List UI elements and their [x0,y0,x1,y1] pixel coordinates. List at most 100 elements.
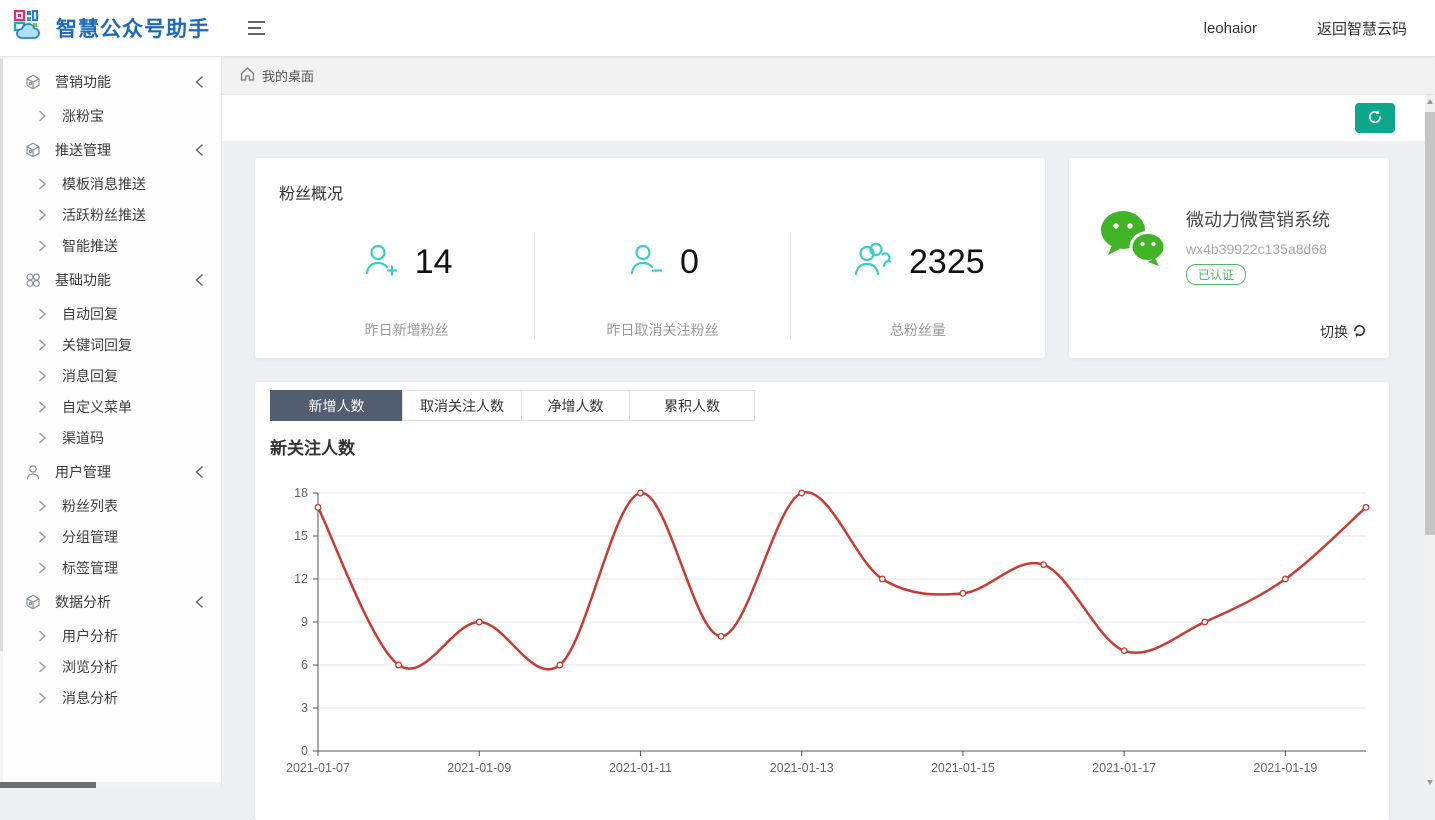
sidebar-item[interactable]: 自定义菜单 [0,391,221,422]
sidebar-group-header[interactable]: 用户管理 [0,453,221,490]
svg-text:12: 12 [294,572,308,586]
chevron-right-icon [38,531,47,543]
sidebar-item[interactable]: 涨粉宝 [0,100,221,131]
svg-text:2021-01-19: 2021-01-19 [1253,761,1317,775]
sidebar-toggle-button[interactable] [242,15,271,41]
sidebar-group-header[interactable]: 营销功能 [0,63,221,100]
chevron-right-icon [38,308,47,320]
sidebar-item-label: 模板消息推送 [62,175,146,192]
sidebar-item[interactable]: 智能推送 [0,230,221,261]
svg-text:2021-01-13: 2021-01-13 [770,761,834,775]
chevron-right-icon [38,661,47,673]
user-plus-icon [361,240,401,285]
sidebar-item[interactable]: 渠道码 [0,422,221,453]
cube-icon [24,593,42,611]
sidebar-item-label: 关键词回复 [62,336,132,353]
sidebar-item[interactable]: 标签管理 [0,552,221,583]
sidebar-item-label: 消息分析 [62,689,118,706]
sidebar-item-label: 标签管理 [62,559,118,576]
sidebar-item[interactable]: 消息回复 [0,360,221,391]
refresh-icon [1367,109,1383,128]
sidebar-item[interactable]: 用户分析 [0,620,221,651]
sidebar-item-label: 用户分析 [62,627,118,644]
sidebar-horizontal-scrollbar-thumb[interactable] [0,782,96,788]
sidebar-item[interactable]: 浏览分析 [0,651,221,682]
svg-text:2021-01-07: 2021-01-07 [286,761,350,775]
scrollbar-up-arrow[interactable] [1425,95,1435,107]
chevron-right-icon [38,500,47,512]
chevron-right-icon [38,209,47,221]
sidebar-group-label: 营销功能 [55,73,111,90]
toolbar [222,95,1435,141]
stat-value: 0 [680,242,699,281]
sidebar-item[interactable]: 粉丝列表 [0,490,221,521]
sidebar-item[interactable]: 活跃粉丝推送 [0,199,221,230]
sidebar-item[interactable]: 自动回复 [0,298,221,329]
username[interactable]: leohaior [1203,19,1257,37]
chevron-right-icon [38,432,47,444]
sidebar-item-label: 智能推送 [62,237,118,254]
sidebar-vertical-scrollbar[interactable] [0,57,3,788]
switch-account-button[interactable]: 切换 [1320,322,1367,342]
sidebar-item[interactable]: 分组管理 [0,521,221,552]
sidebar-group-header[interactable]: 推送管理 [0,131,221,168]
chart-tabs: 新增人数 取消关注人数 净增人数 累积人数 [270,390,1389,421]
back-to-cloud-link[interactable]: 返回智慧云码 [1316,20,1407,38]
tab-total-cumulative[interactable]: 累积人数 [629,390,755,421]
svg-text:0: 0 [301,744,308,758]
sidebar-item[interactable]: 消息分析 [0,682,221,713]
stat-label: 昨日新增粉丝 [364,322,449,338]
sidebar-item-label: 自定义菜单 [62,398,132,415]
collapse-chevron-icon [193,465,205,479]
collapse-chevron-icon [193,595,205,609]
refresh-button[interactable] [1355,103,1395,133]
sidebar-item-label: 浏览分析 [62,658,118,675]
breadcrumb[interactable]: 我的桌面 [240,66,314,85]
chevron-right-icon [38,339,47,351]
svg-text:18: 18 [294,486,308,500]
sidebar: 营销功能涨粉宝推送管理模板消息推送活跃粉丝推送智能推送基础功能自动回复关键词回复… [0,57,222,788]
page-vertical-scrollbar[interactable] [1425,95,1435,788]
sidebar-item-label: 消息回复 [62,367,118,384]
sidebar-group-label: 推送管理 [55,141,111,158]
sidebar-item-label: 粉丝列表 [62,497,118,514]
switch-account-label: 切换 [1320,324,1348,340]
sidebar-group-label: 用户管理 [55,463,111,480]
stat: 2325 总粉丝量 [789,232,1045,340]
tab-new-followers[interactable]: 新增人数 [270,390,403,421]
sidebar-horizontal-scrollbar[interactable] [0,782,221,788]
chevron-right-icon [38,240,47,252]
sidebar-group-header[interactable]: 数据分析 [0,583,221,620]
sidebar-vertical-scrollbar-thumb[interactable] [0,59,3,651]
cube-icon [24,141,42,159]
sidebar-group-label: 数据分析 [55,593,111,610]
svg-text:3: 3 [301,701,308,715]
stat: 0 昨日取消关注粉丝 [534,232,789,340]
page-vertical-scrollbar-thumb[interactable] [1425,112,1435,535]
app-logo-text: 智慧公众号助手 [56,18,210,41]
chart-card: 新增人数 取消关注人数 净增人数 累积人数 新关注人数 0 3 6 9 12 15 18 2021-… [255,382,1389,820]
sidebar-item[interactable]: 模板消息推送 [0,168,221,199]
app-header: 智慧公众号助手 leohaior 返回智慧云码 [0,0,1435,57]
switch-icon [1352,323,1367,341]
tab-net-increase[interactable]: 净增人数 [521,390,630,421]
stat-value: 2325 [909,242,985,281]
tab-unfollowers[interactable]: 取消关注人数 [402,390,522,421]
wechat-icon [1097,206,1169,285]
sidebar-group-header[interactable]: 基础功能 [0,261,221,298]
user-icon [24,463,42,481]
chevron-right-icon [38,630,47,642]
verified-badge: 已认证 [1186,264,1247,285]
collapse-chevron-icon [193,75,205,89]
dashboard-content: 粉丝概况 14 昨日新增粉丝 0 昨日取消关注粉丝 2325 总粉丝量 [222,141,1435,820]
fans-overview-card: 粉丝概况 14 昨日新增粉丝 0 昨日取消关注粉丝 2325 总粉丝量 [255,158,1045,358]
sidebar-group-label: 基础功能 [55,271,111,288]
app-logo-icon [13,9,50,47]
sidebar-item[interactable]: 关键词回复 [0,329,221,360]
app-logo[interactable]: 智慧公众号助手 [0,9,222,47]
chevron-right-icon [38,178,47,190]
sidebar-item-label: 渠道码 [62,429,104,446]
user-minus-icon [626,240,666,285]
scrollbar-down-arrow[interactable] [1425,776,1435,788]
users-icon [851,240,895,285]
